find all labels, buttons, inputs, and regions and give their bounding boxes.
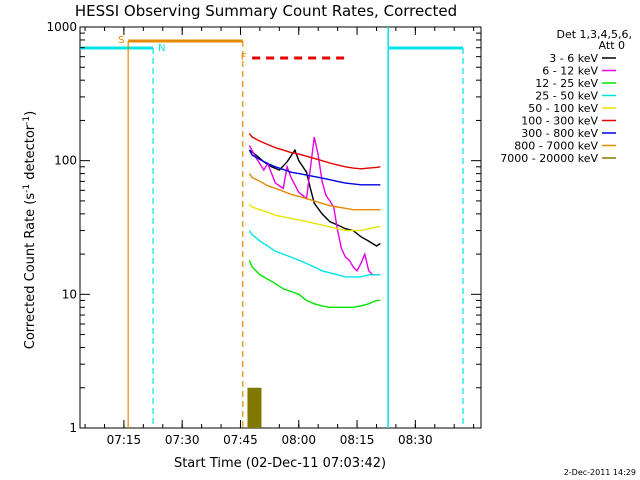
x-tick-label: 07:30 — [165, 433, 200, 447]
x-axis-title: Start Time (02-Dec-11 07:03:42) — [174, 456, 386, 471]
legend-header-line2: Att 0 — [599, 39, 625, 52]
flag-label-f: F — [241, 52, 247, 63]
legend-label-5: 100 - 300 keV — [521, 115, 598, 128]
y-tick-label: 100 — [54, 154, 77, 168]
series-7000-20000-kev — [247, 387, 262, 428]
y-tick-label: 1000 — [46, 20, 77, 34]
y-tick-label: 1 — [69, 421, 77, 435]
x-tick-label: 07:45 — [223, 433, 258, 447]
x-tick-label: 08:30 — [398, 433, 433, 447]
legend-label-2: 12 - 25 keV — [535, 77, 598, 90]
series-line-4 — [248, 203, 381, 232]
y-axis-title: Corrected Count Rate (s-1 detector-1) — [22, 111, 38, 349]
timestamp-label: 2-Dec-2011 14:29 — [564, 468, 636, 477]
x-tick-label: 08:15 — [340, 433, 375, 447]
plot-frame — [79, 26, 482, 429]
flag-label-s: S — [118, 35, 124, 46]
y-axis-title-sup2: -1 — [22, 116, 32, 125]
series-line-0 — [248, 148, 381, 247]
y-tick-label: 10 — [62, 287, 77, 301]
x-tick-label: 07:15 — [107, 433, 142, 447]
series-line-1 — [248, 136, 381, 276]
legend-label-1: 6 - 12 keV — [542, 65, 598, 78]
axis-ticks: 1 10 100 1000 07:15 07:30 07:45 08:00 08:15 08:30 — [46, 20, 481, 447]
x-tick-label: 08:00 — [281, 433, 316, 447]
legend-header-line1: Det 1,3,4,5,6, — [556, 28, 632, 41]
legend-label-7: 800 - 7000 keV — [514, 140, 598, 153]
y-axis-title-sup1: -1 — [22, 184, 32, 193]
y-axis-title-main: Corrected Count Rate (s — [23, 193, 38, 350]
chart-title: HESSI Observing Summary Count Rates, Cor… — [75, 2, 457, 20]
legend-label-8: 7000 - 20000 keV — [500, 152, 598, 165]
legend-label-3: 25 - 50 keV — [535, 90, 598, 103]
plot-area: S N F — [79, 26, 482, 429]
series-line-2 — [248, 259, 381, 308]
series-layer — [247, 132, 381, 428]
y-axis-title-mid: detector — [23, 124, 38, 184]
flag-label-n: N — [158, 43, 165, 54]
series-line-7 — [248, 173, 381, 211]
legend-label-4: 50 - 100 keV — [528, 102, 598, 115]
series-line-3 — [248, 230, 381, 278]
y-axis-title-end: ) — [23, 111, 38, 116]
series-line-5 — [248, 132, 381, 170]
series-line-6 — [248, 149, 381, 186]
legend-label-0: 3 - 6 keV — [549, 52, 598, 65]
legend-label-6: 300 - 800 keV — [521, 127, 598, 140]
